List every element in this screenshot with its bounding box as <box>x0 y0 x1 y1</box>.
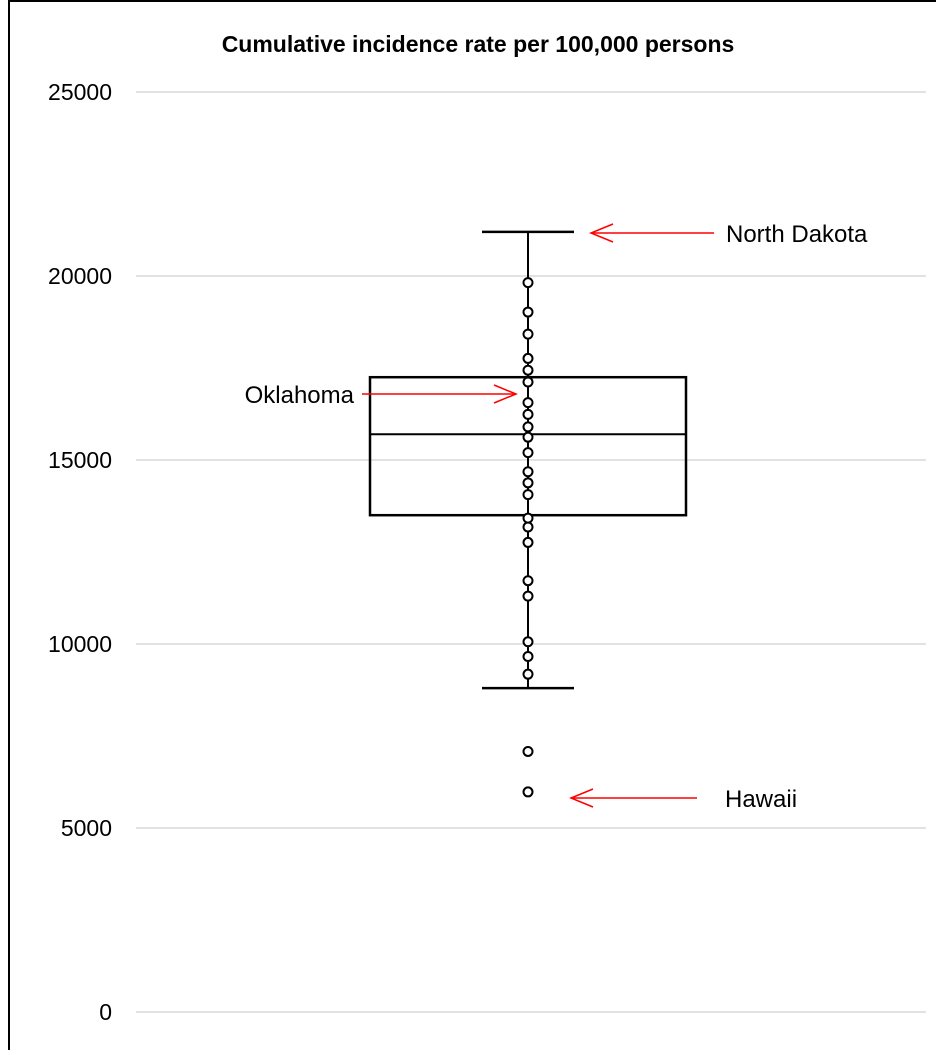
data-point <box>522 521 534 533</box>
y-tick-label-15000: 15000 <box>48 447 112 473</box>
data-point <box>522 364 534 376</box>
y-axis-tick-labels: 0 5000 10000 15000 20000 25000 <box>48 79 112 1025</box>
data-point <box>522 352 534 364</box>
data-point <box>522 277 534 289</box>
data-point <box>522 636 534 648</box>
annotation-label-hawaii: Hawaii <box>725 786 797 813</box>
data-point <box>522 466 534 478</box>
data-point <box>522 536 534 548</box>
arrow-oklahoma-head <box>493 384 518 404</box>
arrow-north-dakota <box>589 223 714 243</box>
data-point <box>522 447 534 459</box>
data-point <box>522 668 534 680</box>
arrow-oklahoma <box>362 384 518 404</box>
y-tick-label-5000: 5000 <box>61 815 112 841</box>
annotation-label-oklahoma: Oklahoma <box>245 382 355 409</box>
data-points <box>522 277 534 798</box>
data-point <box>522 477 534 489</box>
data-point <box>522 489 534 501</box>
data-point <box>522 421 534 433</box>
y-tick-label-0: 0 <box>99 999 112 1025</box>
data-point <box>522 408 534 420</box>
data-point <box>522 745 534 757</box>
data-point <box>522 512 534 524</box>
arrow-hawaii-head <box>569 788 594 808</box>
data-point <box>522 376 534 388</box>
data-point <box>522 306 534 318</box>
annotation-label-north-dakota: North Dakota <box>726 221 868 248</box>
data-point <box>522 328 534 340</box>
arrow-hawaii <box>569 788 697 808</box>
arrow-north-dakota-head <box>589 223 614 243</box>
y-tick-label-20000: 20000 <box>48 263 112 289</box>
data-point <box>522 575 534 587</box>
y-tick-label-10000: 10000 <box>48 631 112 657</box>
data-point <box>522 431 534 443</box>
chart-title: Cumulative incidence rate per 100,000 pe… <box>222 31 735 57</box>
data-point <box>522 786 534 798</box>
data-point <box>522 590 534 602</box>
data-point <box>522 651 534 663</box>
data-point <box>522 397 534 409</box>
annotations: North Dakota Oklahoma Hawaii <box>245 221 868 813</box>
y-tick-label-25000: 25000 <box>48 79 112 105</box>
